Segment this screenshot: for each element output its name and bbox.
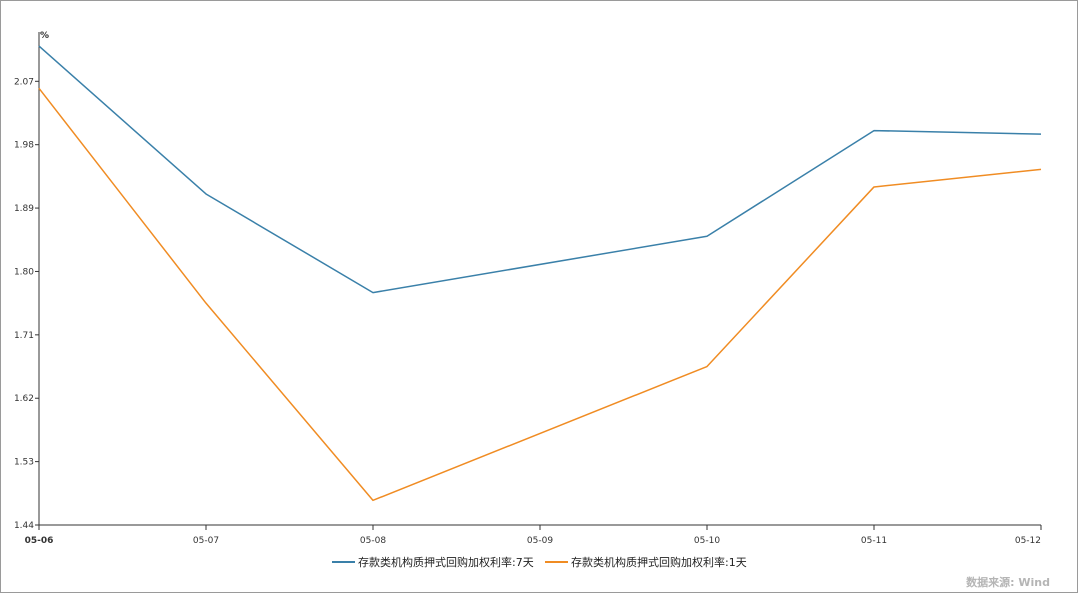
y-tick-label: 1.98 xyxy=(14,141,34,151)
x-tick-label: 05-08 xyxy=(360,536,386,546)
x-axis-ticks: 05-06 05-07 05-08 05-09 05-10 05-11 05-12 xyxy=(25,525,1042,546)
y-tick-label: 1.53 xyxy=(14,458,34,468)
x-tick-label: 05-07 xyxy=(193,536,219,546)
y-axis-ticks: 2.07 1.98 1.89 1.80 1.71 1.62 1.53 1.44 xyxy=(14,77,39,531)
y-tick-label: 1.89 xyxy=(14,204,34,214)
legend: 存款类机构质押式回购加权利率:7天 存款类机构质押式回购加权利率:1天 xyxy=(332,555,747,569)
x-tick-label: 05-09 xyxy=(527,536,553,546)
y-tick-label: 1.71 xyxy=(14,331,34,341)
legend-label-1day: 存款类机构质押式回购加权利率:1天 xyxy=(571,555,747,569)
legend-label-7day: 存款类机构质押式回购加权利率:7天 xyxy=(358,555,534,569)
series-line-1 xyxy=(38,87,1042,502)
series-line-0 xyxy=(38,45,1042,294)
y-tick-label: 1.62 xyxy=(14,394,34,404)
x-tick-label: 05-10 xyxy=(694,536,720,546)
data-source-label: 数据来源: Wind xyxy=(966,575,1050,589)
x-tick-label: 05-12 xyxy=(1015,536,1041,546)
y-tick-label: 1.44 xyxy=(14,521,34,531)
y-tick-label: 2.07 xyxy=(14,77,34,87)
y-tick-label: 1.80 xyxy=(14,267,34,277)
x-tick-label: 05-11 xyxy=(861,536,887,546)
series-lines xyxy=(38,45,1042,502)
y-axis-unit: % xyxy=(40,31,49,41)
x-tick-label: 05-06 xyxy=(25,536,54,546)
